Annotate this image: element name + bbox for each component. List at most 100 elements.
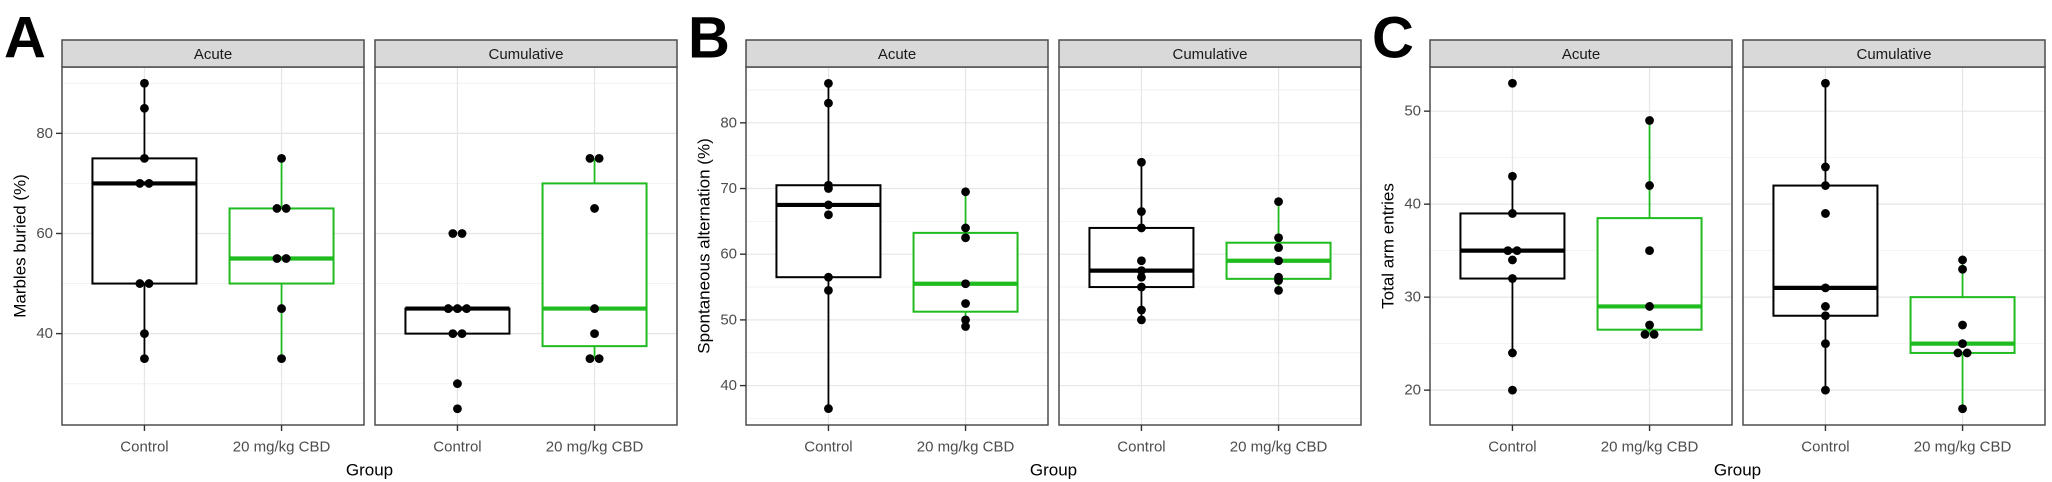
data-point — [140, 354, 149, 364]
x-tick-label: Control — [1488, 439, 1536, 456]
facet-strip-label: Acute — [1562, 46, 1600, 63]
data-point — [1645, 302, 1654, 311]
facet-strip-label: Cumulative — [488, 46, 563, 63]
y-tick-label: 20 — [1404, 382, 1421, 399]
data-point — [961, 322, 970, 331]
data-point — [1274, 256, 1283, 266]
facet-strip-label: Cumulative — [1856, 46, 1931, 63]
box-cbd — [912, 231, 1019, 313]
data-point — [453, 304, 462, 313]
data-point — [1503, 246, 1513, 256]
x-tick-label: Control — [1801, 439, 1849, 456]
y-tick-label: 30 — [1404, 289, 1421, 306]
data-point — [585, 153, 595, 163]
data-point — [140, 153, 149, 163]
data-point — [1640, 329, 1650, 339]
y-tick-label: 40 — [1404, 196, 1421, 213]
data-point — [1508, 209, 1517, 218]
data-point — [1274, 276, 1283, 285]
data-point — [272, 254, 282, 263]
box-cbd — [1596, 217, 1703, 331]
data-point — [1821, 302, 1830, 311]
panel-letter: B — [688, 6, 730, 71]
data-point — [961, 279, 970, 289]
data-point — [590, 329, 599, 339]
data-point — [1958, 320, 1967, 330]
data-point — [1137, 315, 1146, 325]
x-axis-title: Group — [1030, 461, 1077, 480]
y-tick-label: 60 — [720, 246, 737, 263]
data-point — [594, 354, 604, 364]
data-point — [1508, 171, 1517, 181]
data-point — [448, 229, 458, 238]
data-point — [277, 304, 286, 313]
data-point — [277, 153, 286, 163]
data-point — [1137, 266, 1146, 276]
facet-strip — [61, 39, 365, 68]
data-point — [1821, 311, 1830, 321]
data-point — [1137, 157, 1146, 167]
data-point — [1512, 246, 1522, 256]
data-point — [824, 200, 833, 210]
facet-strip-label: Acute — [194, 46, 232, 63]
y-tick-label: 50 — [1404, 103, 1421, 120]
data-point — [1274, 285, 1283, 295]
data-point — [1645, 320, 1654, 330]
data-point — [961, 299, 970, 308]
data-point — [448, 329, 458, 339]
x-tick-label: 20 mg/kg CBD — [546, 439, 644, 456]
x-tick-label: 20 mg/kg CBD — [917, 439, 1015, 456]
data-point — [453, 404, 462, 414]
facet-strip — [1742, 39, 2046, 68]
data-point — [281, 254, 291, 263]
data-point — [961, 223, 970, 233]
data-point — [961, 315, 970, 325]
x-tick-label: Control — [433, 439, 481, 456]
data-point — [1958, 404, 1967, 414]
box-cbd — [228, 207, 335, 285]
y-axis-title: Spontaneous alternation (%) — [695, 138, 714, 353]
data-point — [824, 272, 833, 282]
data-point — [1274, 243, 1283, 253]
data-point — [1137, 272, 1146, 282]
data-point — [1821, 162, 1830, 172]
data-point — [1958, 255, 1967, 265]
data-point — [824, 98, 833, 108]
data-point — [1508, 274, 1517, 283]
y-tick-label: 80 — [36, 125, 53, 142]
data-point — [594, 153, 604, 163]
data-point — [824, 184, 833, 193]
data-point — [590, 204, 599, 213]
data-point — [1821, 78, 1830, 88]
x-tick-label: Control — [120, 439, 168, 456]
data-point — [585, 354, 595, 364]
data-point — [453, 379, 462, 389]
x-tick-label: 20 mg/kg CBD — [1230, 439, 1328, 456]
data-point — [1953, 348, 1963, 358]
x-tick-label: 20 mg/kg CBD — [1914, 439, 2012, 456]
data-point — [144, 179, 154, 188]
data-point — [1508, 78, 1517, 88]
facet-strip — [374, 39, 678, 68]
x-axis-title: Group — [1714, 461, 1761, 480]
data-point — [1645, 116, 1654, 125]
panel-a: Acute Control 20 mg/kg CBD Cumulative Contro… — [0, 0, 684, 482]
y-tick-label: 60 — [36, 225, 53, 242]
data-point — [824, 79, 833, 88]
data-point — [277, 354, 286, 364]
panel-letter: A — [4, 6, 46, 71]
y-tick-label: 80 — [720, 114, 737, 131]
data-point — [1508, 348, 1517, 358]
data-point — [1958, 264, 1967, 274]
x-tick-label: 20 mg/kg CBD — [1601, 439, 1699, 456]
data-point — [457, 329, 467, 339]
y-tick-label: 50 — [720, 311, 737, 328]
facet-strip — [1058, 39, 1362, 68]
data-point — [1508, 255, 1517, 265]
box-control — [91, 157, 198, 285]
panel-b: Acute Control 20 mg/kg CBD Cumulative Contro… — [684, 0, 1368, 482]
data-point — [1821, 385, 1830, 395]
data-point — [1137, 256, 1146, 266]
data-point — [135, 279, 145, 288]
